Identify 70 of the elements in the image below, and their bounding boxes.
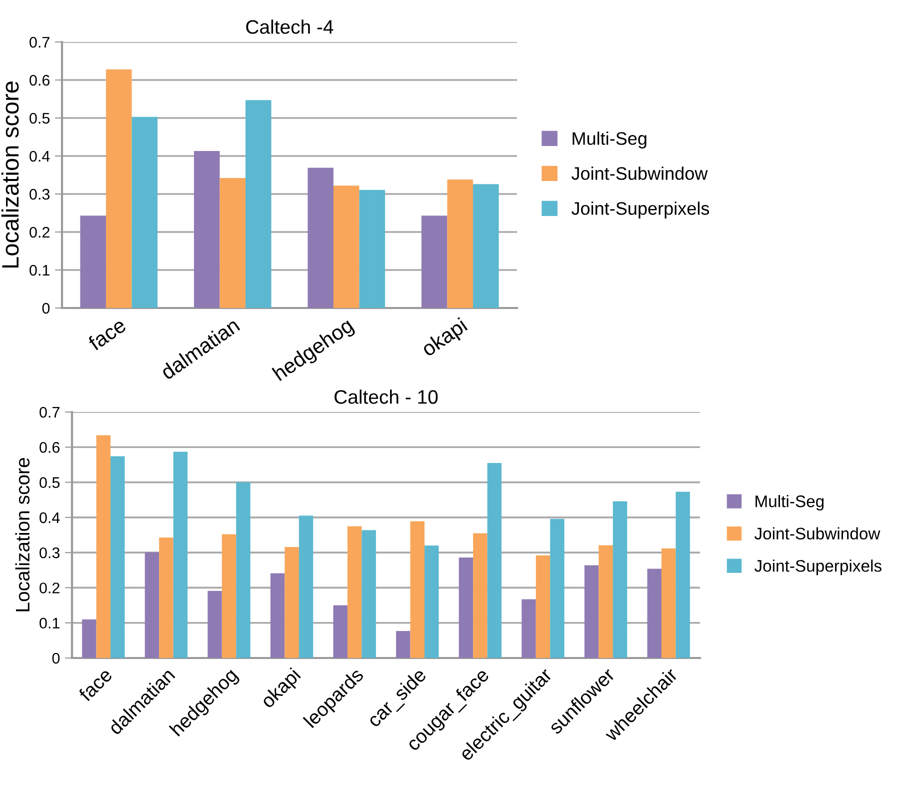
bar bbox=[362, 530, 376, 658]
bar bbox=[421, 216, 448, 308]
bar bbox=[194, 151, 220, 308]
bar bbox=[270, 573, 285, 658]
bar bbox=[82, 619, 96, 658]
bar bbox=[222, 534, 236, 658]
bar bbox=[298, 516, 314, 658]
bar bbox=[236, 482, 250, 658]
y-tick-label: 0.6 bbox=[30, 74, 50, 86]
y-tick-label: 0.6 bbox=[40, 442, 60, 453]
bar bbox=[661, 548, 676, 658]
legend-label: Joint-Subwindow bbox=[754, 527, 880, 540]
bar bbox=[396, 630, 410, 658]
bar bbox=[308, 168, 334, 308]
bar bbox=[208, 590, 222, 658]
bar bbox=[96, 435, 111, 658]
bar bbox=[333, 605, 348, 658]
bar bbox=[284, 546, 299, 658]
bar bbox=[424, 546, 439, 658]
legend-label: Joint-Superpixels bbox=[754, 560, 882, 576]
bar bbox=[612, 501, 628, 658]
bar bbox=[132, 116, 158, 308]
bar bbox=[144, 552, 160, 658]
bar bbox=[333, 186, 360, 308]
chart-title: Caltech - 10 bbox=[334, 390, 438, 404]
bar bbox=[473, 184, 499, 308]
y-axis-title: Localization score bbox=[1, 82, 19, 268]
bar bbox=[473, 533, 488, 658]
bar bbox=[410, 521, 425, 658]
y-tick-label: 0.5 bbox=[30, 112, 50, 124]
y-tick-label: 0 bbox=[42, 302, 50, 314]
bar bbox=[522, 599, 536, 658]
y-tick-label: 0.2 bbox=[30, 226, 50, 238]
y-tick-label: 0.2 bbox=[40, 582, 60, 594]
bar bbox=[550, 518, 564, 658]
bar bbox=[110, 456, 125, 658]
bar bbox=[347, 526, 362, 658]
bar bbox=[80, 216, 106, 308]
bar bbox=[246, 100, 272, 308]
bar bbox=[598, 545, 613, 658]
bar bbox=[458, 557, 474, 658]
y-tick-label: 0.7 bbox=[30, 36, 50, 48]
y-tick-label: 0.7 bbox=[40, 406, 60, 418]
y-axis-title: Localization score bbox=[15, 458, 30, 612]
legend-label: Joint-Superpixels bbox=[572, 202, 710, 218]
bar bbox=[220, 178, 246, 308]
x-tick-label: face bbox=[78, 666, 113, 702]
legend-label: Multi-Seg bbox=[572, 132, 646, 148]
y-tick-label: 0.1 bbox=[30, 264, 50, 276]
bar bbox=[487, 462, 502, 658]
y-tick-label: 0 bbox=[52, 652, 60, 664]
y-tick-label: 0.3 bbox=[40, 547, 60, 558]
bar bbox=[676, 492, 690, 658]
bar bbox=[536, 555, 550, 658]
x-tick-label: face bbox=[86, 316, 127, 352]
legend-label: Joint-Subwindow bbox=[572, 166, 708, 180]
bar bbox=[159, 537, 174, 658]
y-tick-label: 0.1 bbox=[40, 618, 60, 629]
chart-title: Caltech -4 bbox=[246, 20, 334, 34]
legend-label: Multi-Seg bbox=[756, 494, 824, 511]
bar bbox=[106, 69, 132, 308]
bar bbox=[359, 190, 386, 308]
bar bbox=[447, 180, 474, 308]
y-tick-label: 0.5 bbox=[40, 477, 60, 488]
y-tick-label: 0.3 bbox=[30, 188, 50, 200]
bar bbox=[584, 565, 599, 658]
y-tick-label: 0.4 bbox=[30, 150, 50, 162]
y-tick-label: 0.4 bbox=[40, 512, 60, 524]
bar bbox=[173, 452, 188, 658]
bar bbox=[647, 568, 662, 658]
